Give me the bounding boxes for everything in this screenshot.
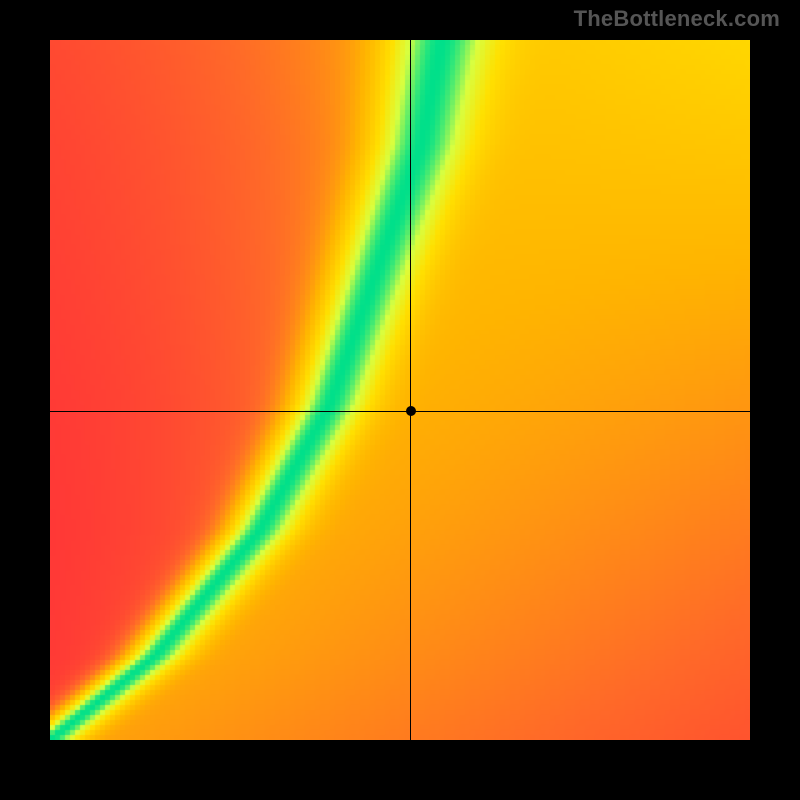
crosshair-horizontal: [50, 411, 750, 412]
crosshair-vertical: [410, 40, 411, 740]
crosshair-marker: [406, 406, 416, 416]
heatmap-plot: [50, 40, 750, 740]
watermark-text: TheBottleneck.com: [574, 6, 780, 32]
heatmap-canvas: [50, 40, 750, 740]
